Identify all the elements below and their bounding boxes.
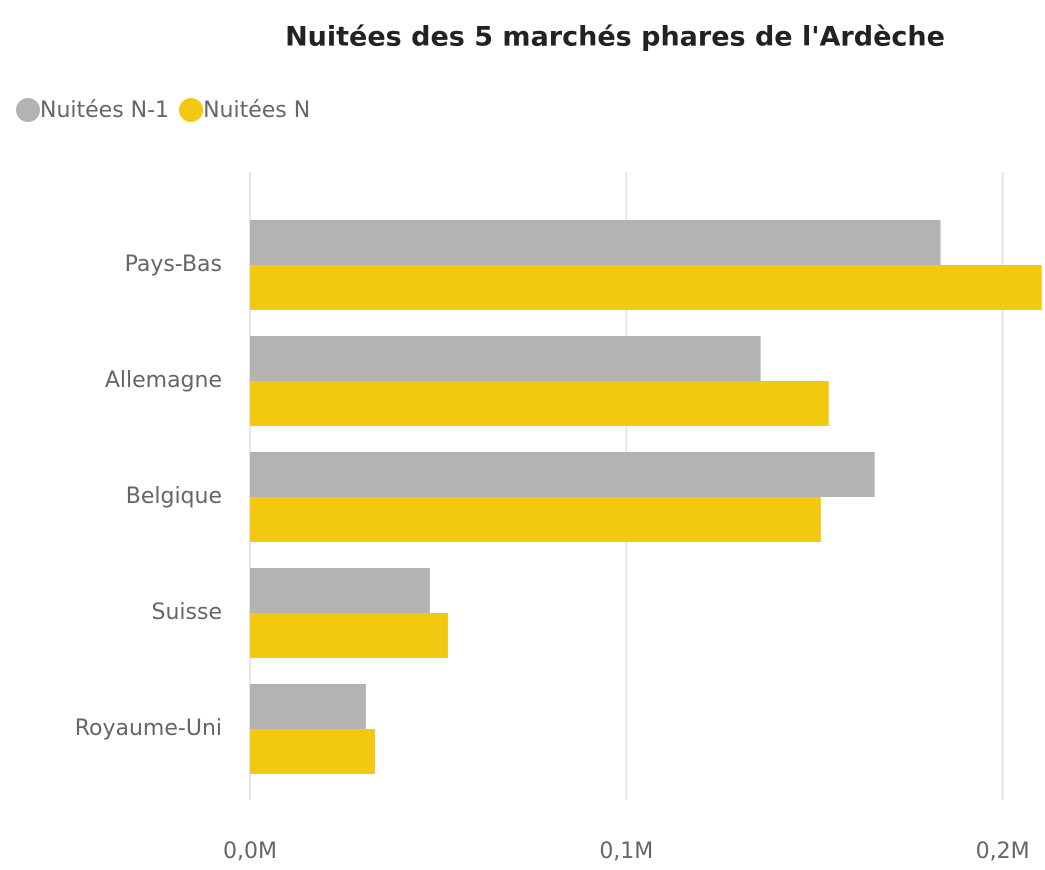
bar [250, 220, 941, 265]
y-tick-label: Royaume-Uni [75, 716, 222, 741]
y-tick-label: Suisse [152, 600, 222, 625]
legend-label: Nuitées N [203, 98, 310, 123]
legend-marker [16, 98, 40, 122]
bar [250, 613, 448, 658]
legend-marker [179, 98, 204, 122]
bar [250, 452, 875, 497]
y-tick-label: Belgique [126, 484, 222, 509]
legend-label: Nuitées N-1 [40, 98, 169, 123]
bar [250, 729, 375, 774]
bar [250, 381, 829, 426]
y-tick-label: Pays-Bas [125, 252, 222, 277]
bar [250, 497, 821, 542]
x-tick-label: 0,0M [223, 839, 277, 864]
bar [250, 265, 1042, 310]
x-tick-label: 0,1M [599, 839, 653, 864]
y-tick-label: Allemagne [105, 368, 222, 393]
bar [250, 336, 761, 381]
x-tick-label: 0,2M [976, 839, 1030, 864]
bar [250, 568, 430, 613]
bar [250, 684, 366, 729]
chart-title: Nuitées des 5 marchés phares de l'Ardèch… [285, 22, 945, 53]
